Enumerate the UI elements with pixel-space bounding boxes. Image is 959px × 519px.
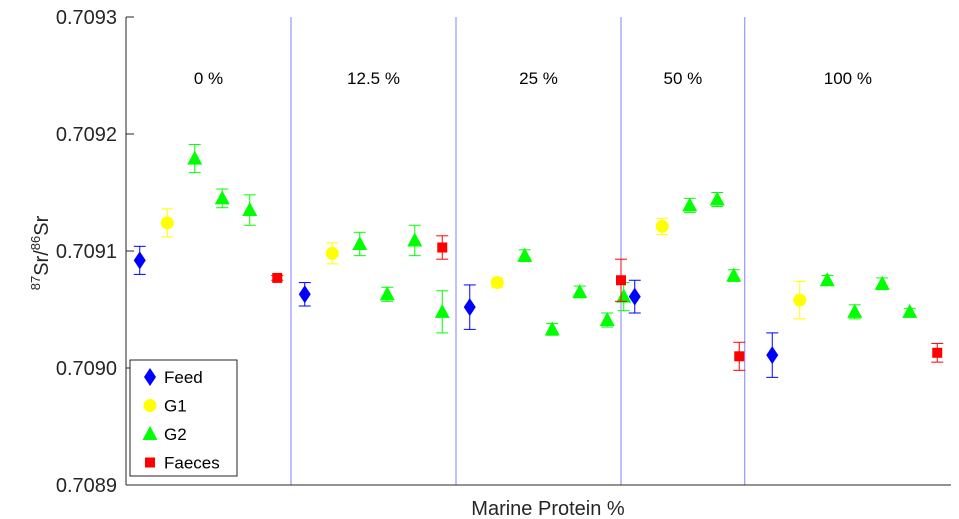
g2-point [572, 283, 588, 298]
g2-point [726, 267, 742, 282]
g2-point [874, 275, 890, 290]
svg-text:87Sr/86Sr: 87Sr/86Sr [28, 215, 53, 290]
g2-point [242, 202, 258, 217]
faeces-point [272, 272, 283, 283]
faeces-point [932, 347, 943, 358]
y-tick-label: 0.7091 [56, 241, 117, 263]
g2-point [379, 286, 395, 301]
g1-point [160, 216, 174, 230]
legend-g2-marker [142, 426, 158, 440]
legend-faeces-label: Faeces [164, 454, 220, 473]
g2-point [902, 303, 918, 318]
feed-point [463, 298, 476, 317]
y-label-sup1: 87 [28, 276, 43, 290]
g1-point [325, 246, 339, 260]
faeces-point [734, 351, 745, 362]
data-marks [133, 144, 944, 378]
g2-point [709, 191, 725, 206]
g2-point [434, 303, 450, 318]
g2-point [847, 303, 863, 318]
g2-point [352, 235, 368, 250]
y-axis-label: 87Sr/86Sr [28, 215, 53, 290]
g1-point [655, 219, 669, 233]
g2-point [682, 197, 698, 212]
g2-point [187, 150, 203, 165]
legend-g2-label: G2 [164, 425, 187, 444]
group-label: 25 % [519, 69, 558, 88]
group-labels: 0 % 12.5 % 25 % 50 % 100 % [194, 69, 872, 88]
y-tick-label: 0.7089 [56, 475, 117, 497]
legend-g1-marker [143, 399, 157, 412]
feed-point [298, 285, 311, 304]
g2-point [214, 190, 230, 205]
group-label: 12.5 % [347, 69, 400, 88]
g2-point [599, 312, 615, 327]
group-dividers [290, 17, 746, 485]
g2-point [544, 321, 560, 336]
y-label-base2: Sr [31, 215, 53, 235]
faeces-point [437, 242, 448, 253]
y-label-base1: Sr [31, 255, 53, 275]
legend-g1-label: G1 [164, 397, 187, 416]
g2-point [517, 247, 533, 262]
legend: Feed G1 G2 Faeces [129, 359, 238, 477]
feed-point [628, 287, 641, 306]
feed-point [766, 346, 779, 365]
legend-feed-marker [144, 368, 156, 386]
g2-point [616, 288, 632, 303]
y-tick-label: 0.7090 [56, 358, 117, 380]
g1-point [793, 293, 807, 307]
faeces-point [616, 275, 626, 286]
g2-point [407, 232, 423, 247]
g2-point [819, 272, 835, 287]
legend-faeces-marker [145, 457, 155, 468]
y-tick-label: 0.7092 [56, 124, 117, 146]
y-tick-label: 0.7093 [56, 7, 117, 29]
y-label-slash: / [31, 250, 53, 256]
legend-feed-label: Feed [164, 368, 203, 387]
x-axis-label: Marine Protein % [471, 498, 625, 519]
y-label-sup2: 86 [28, 236, 43, 250]
y-tick-labels: 0.7089 0.7090 0.7091 0.7092 0.7093 [56, 7, 134, 497]
group-label: 50 % [664, 69, 703, 88]
g1-point [490, 276, 504, 290]
feed-point [133, 251, 146, 270]
group-label: 100 % [824, 69, 872, 88]
group-label: 0 % [194, 69, 223, 88]
